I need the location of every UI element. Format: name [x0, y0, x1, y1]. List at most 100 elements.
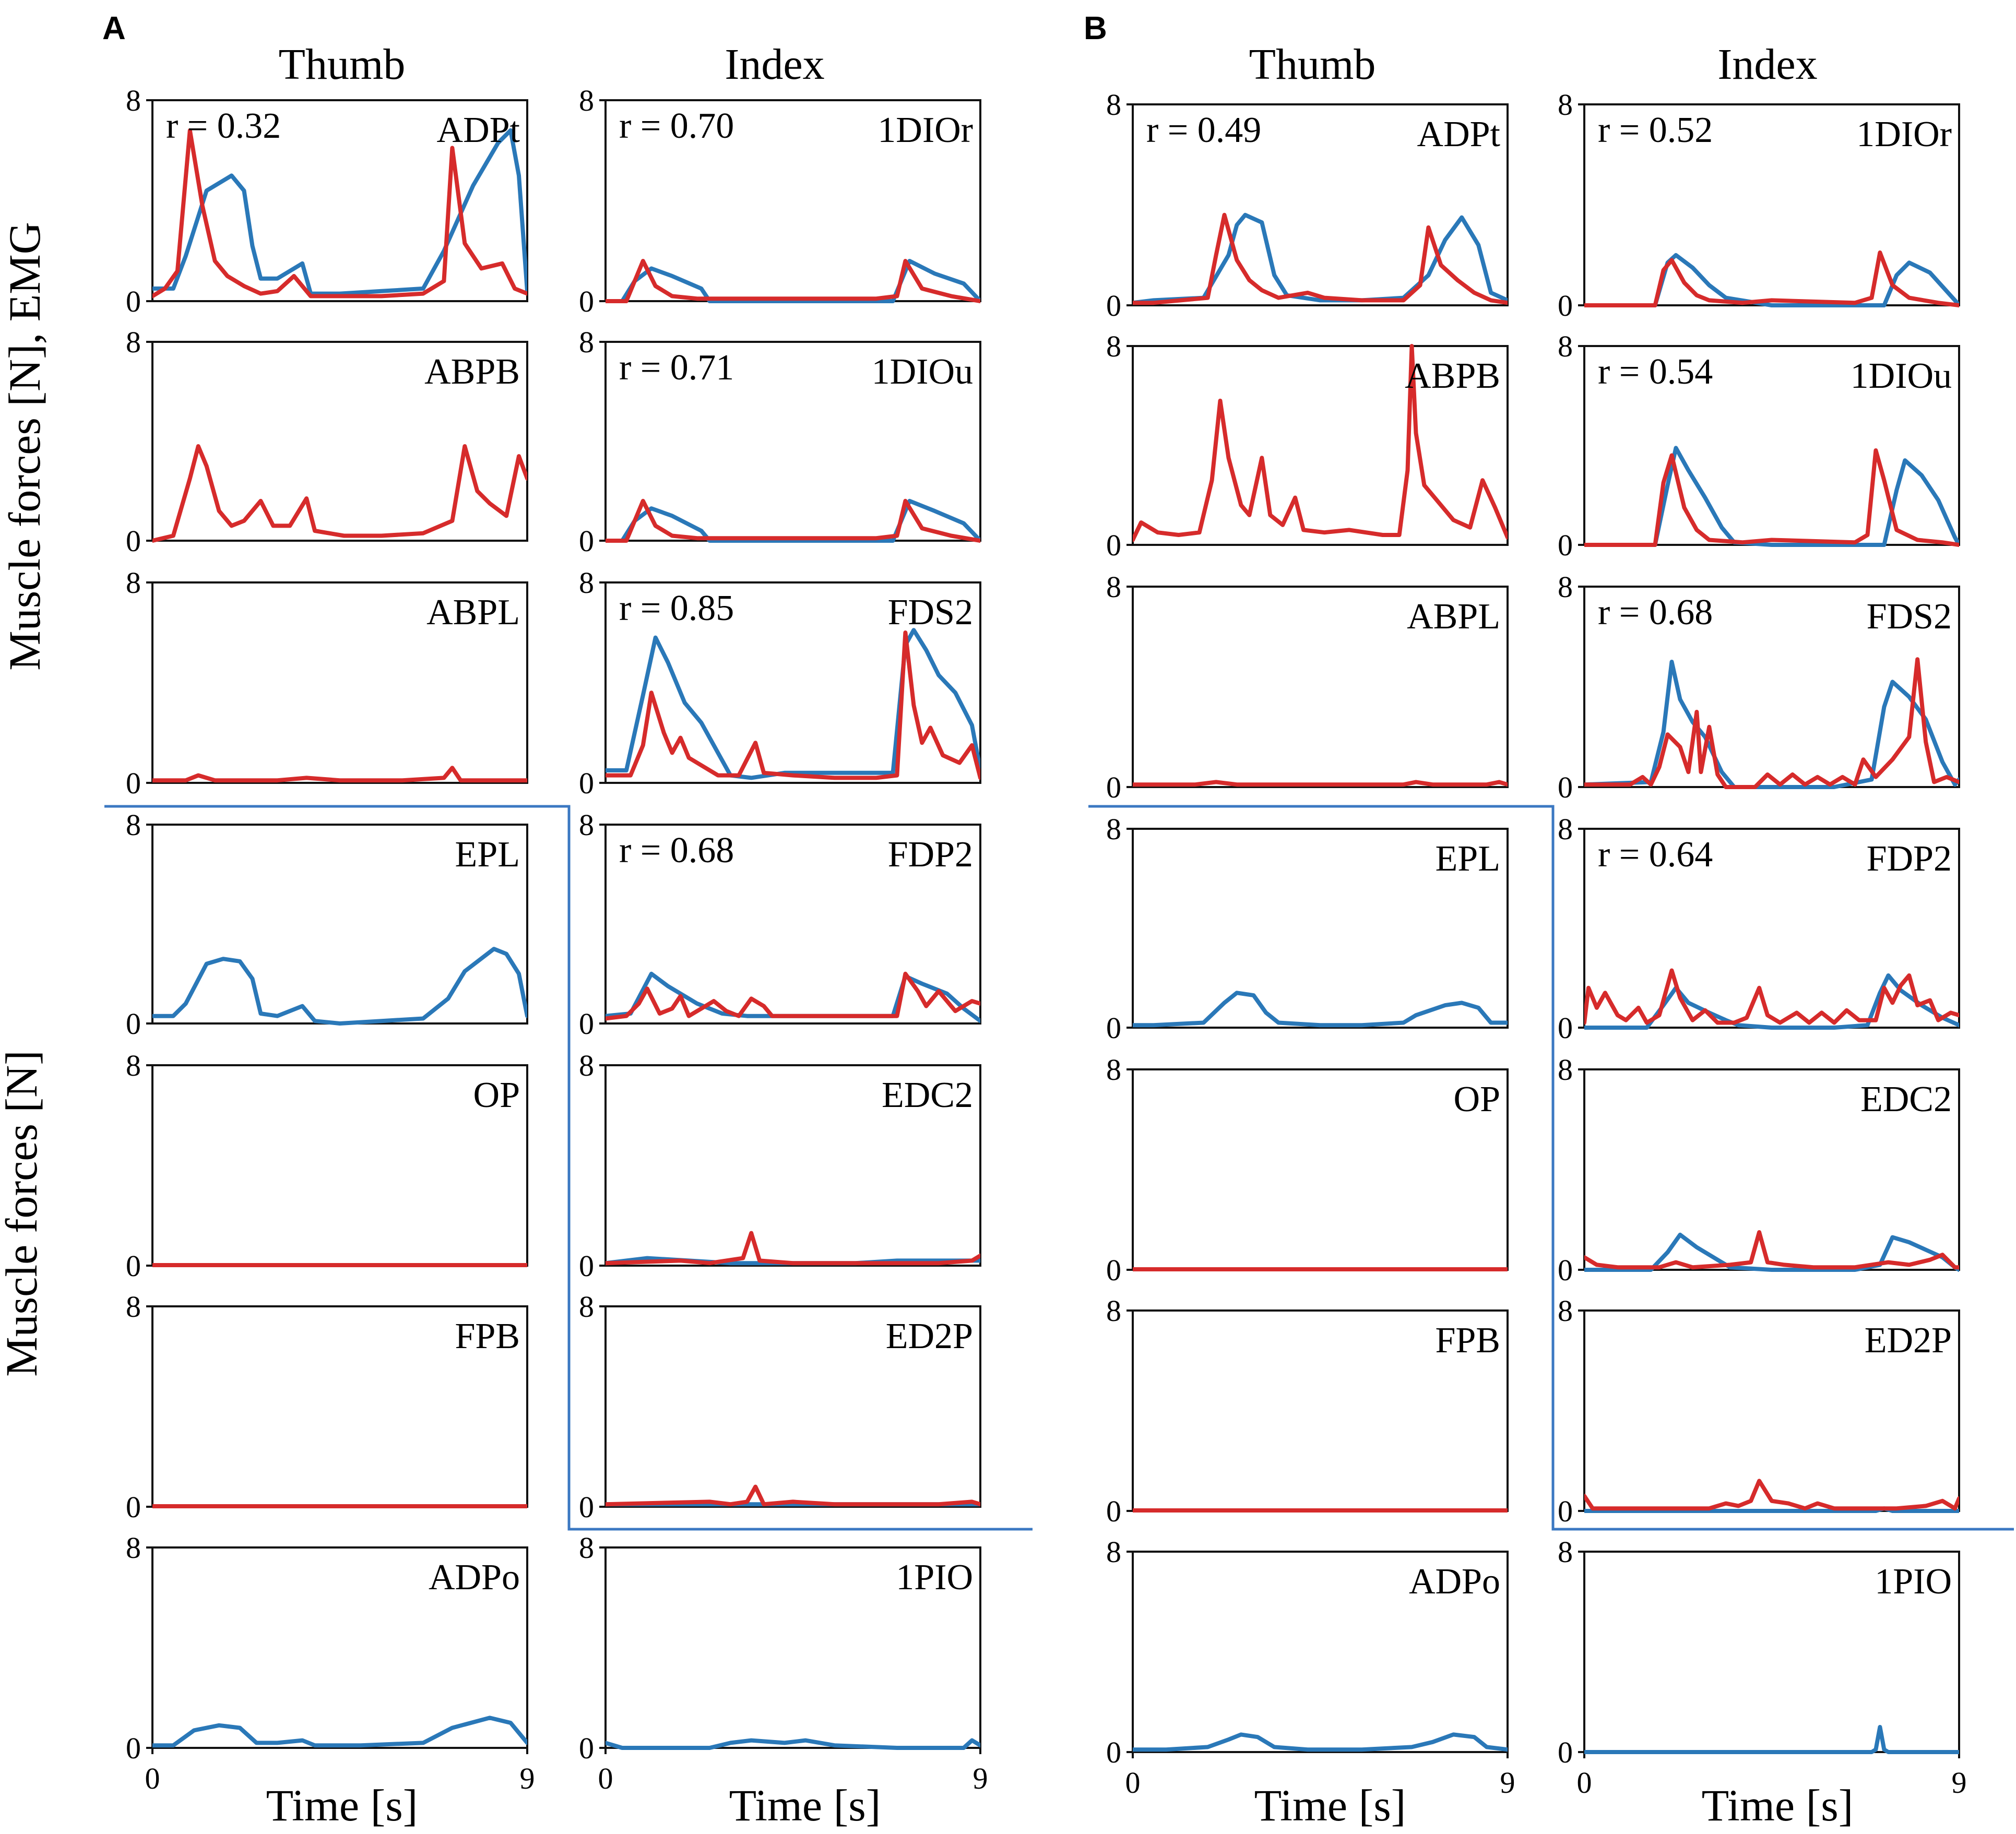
panel-b-fpb-ytick-label: 8: [1106, 1294, 1121, 1328]
panel-b-ed2p-muscle-label: ED2P: [1865, 1320, 1952, 1361]
panel-a-1pio-model-force-line: [606, 1738, 980, 1750]
panel-b-adpt-r-value: r = 0.49: [1146, 110, 1261, 150]
panel-a-abpb-ytick-label: 8: [126, 325, 141, 359]
panel-a-adpt-muscle-label: ADPt: [437, 110, 520, 150]
panel-b-fds2-r-value: r = 0.68: [1598, 592, 1713, 633]
panel-a-edc2-ytick-label: 0: [579, 1249, 594, 1283]
panel-a-1dior-subplot: 0 8 1DIOr r = 0.70: [579, 84, 981, 318]
panel-a-1pio-xtick-label: 9: [973, 1761, 988, 1795]
panel-b-adpo-model-force-line: [1133, 1732, 1508, 1752]
panel-b-fds2-ytick-label: 0: [1558, 770, 1573, 804]
panel-b-1diou-emg-line: [1584, 448, 1959, 547]
panel-a-epl-muscle-label: EPL: [455, 835, 520, 875]
panel-b-fds2-ytick-label: 8: [1558, 570, 1573, 604]
panel-b-1dior-muscle-label: 1DIOr: [1856, 114, 1952, 154]
x-axis-label-b-index: Time [s]: [1702, 1780, 1854, 1830]
panel-a-adpo-subplot: 0 8 0 9 ADPo: [126, 1531, 535, 1795]
panel-a-fds2-ytick-label: 0: [579, 766, 594, 800]
panel-b-fdp2-ytick-label: 0: [1558, 1011, 1573, 1045]
panel-b-1pio-ytick-label: 8: [1558, 1535, 1573, 1569]
panel-a-fdp2-r-value: r = 0.68: [619, 830, 734, 871]
panel-a-fdp2-muscle-label: FDP2: [888, 835, 973, 875]
subplot-layer: 0 8 ADPt r = 0.32 0 8 1DIOr r = 0.70 0 8 ABPB 0 8 1DI…: [126, 84, 1967, 1800]
panel-a-1diou-r-value: r = 0.71: [619, 348, 734, 388]
panel-a-ed2p-ytick-label: 0: [579, 1490, 594, 1524]
panel-b-1diou-subplot: 0 8 1DIOu r = 0.54: [1558, 329, 1960, 562]
panel-b-1pio-ytick-label: 0: [1558, 1735, 1573, 1769]
panel-a-fpb-subplot: 0 8 FPB: [126, 1290, 528, 1524]
panel-a-op-muscle-label: OP: [473, 1075, 520, 1115]
panel-a-fds2-model-force-line: [606, 628, 980, 780]
x-axis-label-b-thumb: Time [s]: [1254, 1780, 1406, 1830]
panel-a-1dior-ytick-label: 0: [579, 284, 594, 318]
column-title-b-thumb: Thumb: [1249, 40, 1376, 89]
panel-a-adpo-axes-frame: [151, 1546, 528, 1749]
panel-a-abpl-ytick-label: 0: [126, 766, 141, 800]
panel-b-adpo-subplot: 0 8 0 9 ADPo: [1106, 1535, 1515, 1800]
panel-b-1dior-ytick-label: 8: [1558, 88, 1573, 122]
panel-a-op-axes-frame: [151, 1064, 528, 1267]
panel-a-1dior-r-value: r = 0.70: [619, 106, 734, 146]
panel-b-1dior-r-value: r = 0.52: [1598, 110, 1713, 150]
panel-a-adpt-subplot: 0 8 ADPt r = 0.32: [126, 84, 528, 318]
panel-a-edc2-subplot: 0 8 EDC2: [579, 1049, 981, 1283]
panel-a-abpb-emg-line: [152, 444, 527, 543]
panel-a-1diou-model-force-line: [606, 498, 980, 543]
panel-a-adpo-ytick-label: 8: [126, 1531, 141, 1565]
panel-a-1pio-xtick-label: 0: [598, 1761, 613, 1795]
panel-a-fpb-ytick-label: 8: [126, 1290, 141, 1324]
panel-b-epl-muscle-label: EPL: [1436, 839, 1500, 879]
panel-a-adpt-emg-line: [152, 128, 527, 299]
panel-a-1pio-axes-frame: [604, 1546, 981, 1749]
divider-line-a: [104, 805, 1033, 1531]
panel-a-abpl-axes-frame: [151, 581, 528, 784]
panel-b-edc2-emg-line: [1584, 1230, 1959, 1270]
panel-a-fdp2-axes-frame: [604, 824, 981, 1025]
panel-b-1dior-model-force-line: [1584, 253, 1959, 307]
panel-b-abpl-muscle-label: ABPL: [1407, 597, 1500, 637]
panel-a-1dior-model-force-line: [606, 259, 980, 303]
panel-b-edc2-ytick-label: 8: [1558, 1053, 1573, 1087]
panel-a-fpb-ytick-label: 0: [126, 1490, 141, 1524]
panel-b-adpt-ytick-label: 0: [1106, 289, 1121, 323]
panel-a-fdp2-ytick-label: 8: [579, 808, 594, 842]
panel-a-ed2p-ytick-label: 8: [579, 1290, 594, 1324]
panel-b-abpl-ytick-label: 8: [1106, 570, 1121, 604]
panel-b-fdp2-r-value: r = 0.64: [1598, 835, 1713, 875]
panel-b-adpt-model-force-line: [1133, 212, 1508, 305]
panel-b-fds2-model-force-line: [1584, 660, 1959, 789]
panel-b-adpo-ytick-label: 8: [1106, 1535, 1121, 1569]
panel-b-ed2p-subplot: 0 8 ED2P: [1558, 1294, 1960, 1528]
panel-b-1dior-emg-line: [1584, 250, 1959, 307]
panel-a-adpt-ytick-label: 8: [126, 84, 141, 117]
panel-b-ed2p-emg-line: [1584, 1479, 1959, 1511]
panel-a-adpo-ytick-label: 0: [126, 1731, 141, 1765]
panel-b-1diou-ytick-label: 8: [1558, 329, 1573, 363]
panel-a-fdp2-ytick-label: 0: [579, 1007, 594, 1041]
panel-b-abpl-subplot: 0 8 ABPL: [1106, 570, 1509, 804]
panel-a-edc2-muscle-label: EDC2: [882, 1075, 973, 1115]
panel-b-fdp2-muscle-label: FDP2: [1867, 839, 1952, 879]
panel-b-op-ytick-label: 8: [1106, 1053, 1121, 1087]
panel-b-epl-ytick-label: 0: [1106, 1011, 1121, 1045]
panel-b-epl-subplot: 0 8 EPL: [1106, 812, 1509, 1045]
panel-a-fds2-muscle-label: FDS2: [888, 592, 973, 633]
panel-b-adpt-axes-frame: [1132, 103, 1509, 306]
panel-a-fpb-muscle-label: FPB: [455, 1316, 520, 1356]
panel-a-adpo-xtick-label: 0: [145, 1761, 160, 1795]
panel-b-fpb-subplot: 0 8 FPB: [1106, 1294, 1509, 1528]
panel-b-adpo-xtick-label: 9: [1500, 1766, 1515, 1800]
panel-a-epl-subplot: 0 8 EPL: [126, 808, 528, 1041]
panel-b-1diou-ytick-label: 0: [1558, 528, 1573, 562]
panel-b-adpo-xtick-label: 0: [1125, 1766, 1141, 1800]
panel-b-fdp2-ytick-label: 8: [1558, 812, 1573, 846]
panel-a-abpb-subplot: 0 8 ABPB: [126, 325, 528, 558]
panel-b-adpt-muscle-label: ADPt: [1417, 114, 1501, 154]
panel-b-1diou-r-value: r = 0.54: [1598, 352, 1713, 392]
panel-a-edc2-ytick-label: 8: [579, 1049, 594, 1082]
panel-b-abpl-axes-frame: [1132, 586, 1509, 788]
panel-a-1pio-subplot: 0 8 0 9 1PIO: [579, 1531, 988, 1795]
panel-b-abpb-ytick-label: 8: [1106, 329, 1121, 363]
panel-a-adpt-model-force-line: [152, 128, 527, 296]
panel-a-1diou-emg-line: [606, 498, 980, 543]
